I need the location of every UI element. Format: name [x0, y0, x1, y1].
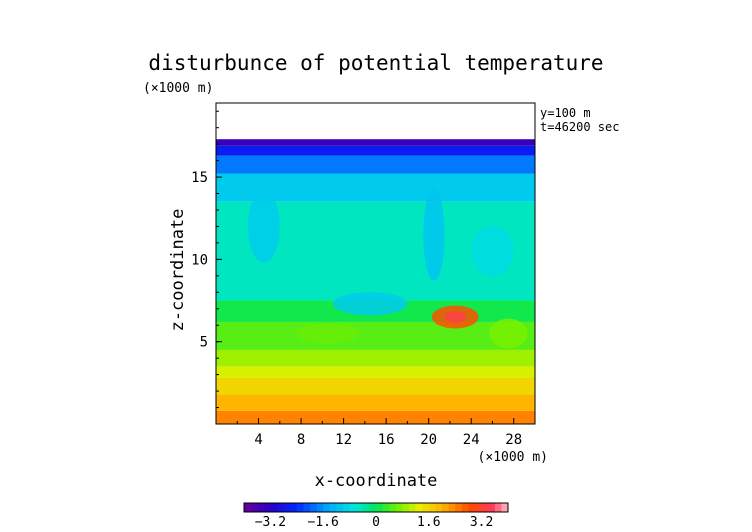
- colorbar-cell: [488, 503, 496, 512]
- field-band: [216, 377, 535, 395]
- colorbar-cell: [402, 503, 410, 512]
- field-band: [216, 366, 535, 378]
- x-tick-label: 12: [335, 432, 352, 448]
- x-tick-label: 24: [463, 432, 480, 448]
- colorbar-tick-label: −1.6: [308, 515, 339, 530]
- field-feature: [444, 311, 466, 323]
- colorbar-cell: [376, 503, 383, 512]
- colorbar-cell: [422, 503, 430, 512]
- x-axis-label: x-coordinate: [315, 471, 438, 491]
- colorbar-cell: [481, 503, 489, 512]
- x-tick-label: 28: [505, 432, 522, 448]
- colorbar-cell: [263, 503, 271, 512]
- colorbar-cell: [356, 503, 364, 512]
- colorbar-cell: [389, 503, 397, 512]
- colorbar-cell: [494, 503, 502, 512]
- field-band: [216, 139, 535, 146]
- y-tick-label: 15: [191, 170, 208, 186]
- y-tick-label: 5: [200, 335, 208, 351]
- colorbar-cell: [329, 503, 337, 512]
- colorbar-tick-label: 3.2: [470, 515, 493, 530]
- colorbar-cell: [283, 503, 291, 512]
- field-band: [216, 410, 535, 424]
- colorbar-cell: [369, 503, 377, 512]
- colorbar-cell: [270, 503, 278, 512]
- colorbar-cell: [501, 503, 509, 512]
- plot-frame: [215, 102, 536, 425]
- colorbar-cell: [343, 503, 350, 512]
- y-tick-label: 10: [191, 252, 208, 268]
- colorbar-tick-label: −3.2: [255, 515, 286, 530]
- colorbar-cell: [475, 503, 482, 512]
- heatmap-field: [216, 139, 535, 424]
- colorbar-tick-label: 0: [372, 515, 380, 530]
- colorbar-cell: [349, 503, 357, 512]
- colorbar-frame: [243, 502, 509, 513]
- annotations: y=100 mt=46200 sec: [540, 106, 619, 134]
- field-band: [216, 155, 535, 174]
- colorbar-cell: [435, 503, 443, 512]
- colorbar-cell: [257, 503, 265, 512]
- colorbar-cell: [296, 503, 304, 512]
- colorbar-cell: [310, 503, 317, 512]
- colorbar-cell: [382, 503, 390, 512]
- colorbar: −3.2 −1.6 0 1.6 3.2: [243, 502, 509, 530]
- chart-title: disturbunce of potential temperature: [148, 51, 603, 75]
- x-axis: 4 8 12 16 20 24 28: [236, 418, 522, 448]
- colorbar-cell: [448, 503, 456, 512]
- field-feature: [247, 190, 280, 263]
- colorbar-cell: [362, 503, 370, 512]
- field-feature: [489, 318, 528, 349]
- field-band: [216, 349, 535, 367]
- colorbar-cell: [303, 503, 311, 512]
- colorbar-cell: [316, 503, 324, 512]
- colorbar-cell: [323, 503, 331, 512]
- colorbar-cell: [455, 503, 463, 512]
- field-feature: [423, 188, 445, 281]
- y-axis: 5 10 15: [191, 110, 222, 409]
- y-unit-label: (×1000 m): [143, 81, 213, 96]
- colorbar-cell: [468, 503, 476, 512]
- annotation-text: y=100 m: [540, 106, 591, 120]
- x-tick-label: 4: [254, 432, 262, 448]
- field-band: [216, 394, 535, 411]
- colorbar-cell: [250, 503, 258, 512]
- colorbar-cell: [415, 503, 423, 512]
- x-tick-label: 16: [378, 432, 395, 448]
- colorbar-cell: [277, 503, 284, 512]
- colorbar-cell: [244, 503, 251, 512]
- x-tick-label: 20: [420, 432, 437, 448]
- colorbar-cell: [336, 503, 344, 512]
- colorbar-cell: [395, 503, 403, 512]
- x-unit-label: (×1000 m): [478, 450, 548, 465]
- colorbar-cell: [409, 503, 416, 512]
- colorbar-cell: [461, 503, 469, 512]
- colorbar-cell: [428, 503, 436, 512]
- field-band: [216, 321, 535, 350]
- field-feature: [332, 292, 408, 316]
- annotation-text: t=46200 sec: [540, 120, 619, 134]
- colorbar-cell: [442, 503, 449, 512]
- field-band: [216, 145, 535, 156]
- x-tick-label: 8: [297, 432, 305, 448]
- colorbar-cell: [290, 503, 298, 512]
- field-feature: [471, 226, 514, 276]
- field-feature: [295, 323, 360, 344]
- colorbar-tick-label: 1.6: [417, 515, 440, 530]
- y-axis-label: z-coordinate: [168, 209, 188, 332]
